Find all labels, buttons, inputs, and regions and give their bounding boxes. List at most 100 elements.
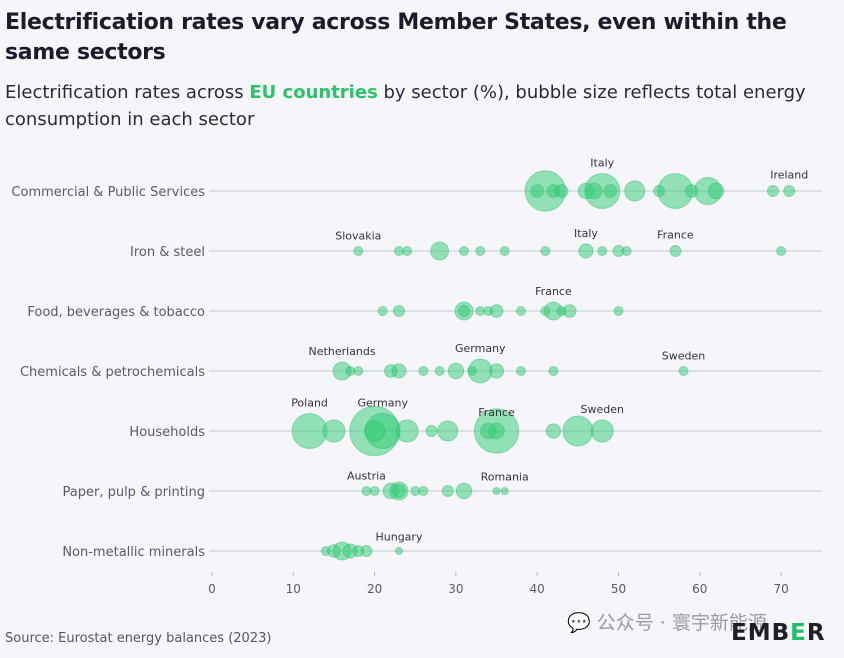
country-bubble	[467, 358, 493, 384]
sector-label: Food, beverages & tobacco	[27, 305, 205, 320]
country-bubble	[455, 482, 473, 500]
subtitle-highlight: EU countries	[249, 82, 378, 103]
bubble-chart: Commercial & Public Services Italy Ireland…	[11, 156, 822, 596]
country-bubble	[500, 487, 509, 495]
country-bubble	[369, 485, 380, 497]
country-bubble	[395, 419, 419, 443]
country-bubble	[613, 305, 624, 317]
logo-accent: E	[790, 620, 807, 646]
country-bubble	[418, 485, 429, 497]
country-bubble	[603, 184, 618, 198]
country-bubble	[402, 245, 413, 257]
country-bubble	[624, 180, 646, 202]
country-bubble	[707, 182, 725, 200]
sector-label: Paper, pulp & printing	[63, 485, 206, 500]
ember-logo: EMBER	[731, 620, 826, 646]
country-bubble	[353, 365, 364, 377]
country-bubble	[430, 241, 450, 261]
country-bubble	[391, 363, 407, 379]
country-bubble	[392, 304, 406, 318]
country-bubble	[425, 424, 438, 438]
country-label: France	[535, 285, 572, 298]
x-tick-label: 0	[208, 582, 216, 596]
country-bubble	[578, 243, 594, 259]
country-label: Slovakia	[335, 229, 381, 242]
x-tick-label: 50	[611, 582, 626, 596]
country-label: Germany	[357, 396, 408, 409]
country-bubble	[548, 365, 559, 377]
country-bubble	[776, 245, 787, 257]
country-label: Italy	[574, 227, 598, 240]
country-bubble	[377, 305, 388, 317]
country-label: France	[657, 228, 694, 241]
country-label: Germany	[455, 342, 506, 355]
sector-label: Iron & steel	[130, 245, 205, 260]
watermark-text: 公众号 · 寰宇新能源	[596, 612, 767, 634]
sector-label: Commercial & Public Services	[11, 185, 205, 200]
country-bubble	[360, 544, 373, 558]
country-label: France	[478, 406, 515, 419]
country-bubble	[434, 365, 445, 377]
country-bubble	[447, 362, 465, 380]
country-bubble	[418, 365, 429, 377]
logo-part: EMB	[731, 620, 791, 646]
country-bubble	[545, 423, 562, 439]
wechat-icon: 💬	[567, 612, 591, 634]
country-bubble	[783, 184, 796, 198]
country-bubble	[353, 245, 364, 257]
country-bubble	[678, 365, 689, 377]
country-bubble	[437, 420, 459, 442]
country-bubble	[441, 484, 454, 498]
country-label: Hungary	[375, 531, 422, 544]
watermark: 💬 公众号 · 寰宇新能源	[567, 608, 767, 635]
subtitle-prefix: Electrification rates across	[5, 82, 250, 103]
x-tick-label: 40	[530, 582, 545, 596]
country-label: Ireland	[770, 168, 808, 181]
country-bubble	[584, 172, 621, 210]
logo-part: R	[806, 620, 826, 646]
country-label: Poland	[291, 396, 328, 409]
country-bubble	[669, 244, 682, 258]
country-bubble	[515, 305, 526, 317]
country-bubble	[475, 245, 486, 257]
x-tick-label: 10	[286, 582, 301, 596]
sector-label: Non-metallic minerals	[62, 545, 205, 560]
x-tick-label: 60	[692, 582, 707, 596]
country-label: Austria	[347, 469, 386, 482]
country-label: Romania	[481, 471, 529, 484]
country-bubble	[489, 304, 504, 318]
chart-subtitle: Electrification rates across EU countrie…	[5, 79, 835, 133]
subtitle-suffix: by sector (%), bubble size reflects tota…	[5, 82, 806, 130]
country-label: Italy	[590, 156, 614, 169]
chart-title: Electrification rates vary across Member…	[5, 10, 787, 65]
country-bubble	[322, 419, 346, 443]
country-bubble	[492, 487, 501, 495]
x-tick-label: 20	[367, 582, 382, 596]
country-bubble	[562, 304, 577, 318]
sector-label: Chemicals & petrochemicals	[20, 365, 205, 380]
country-bubble	[392, 484, 406, 498]
country-bubble	[766, 184, 780, 198]
country-bubble	[621, 245, 632, 257]
country-bubble	[291, 412, 328, 450]
country-bubble	[473, 408, 520, 454]
country-bubble	[554, 184, 569, 198]
country-bubble	[488, 363, 505, 379]
country-bubble	[499, 245, 510, 257]
x-tick-label: 30	[448, 582, 463, 596]
country-label: Sweden	[662, 349, 705, 362]
country-bubble	[457, 304, 471, 318]
sector-label: Households	[129, 425, 205, 440]
country-bubble	[540, 245, 551, 257]
country-bubble	[562, 415, 594, 447]
country-bubble	[597, 245, 608, 257]
source-note: Source: Eurostat energy balances (2023)	[5, 631, 272, 646]
country-bubble	[459, 245, 470, 257]
country-bubble	[590, 419, 614, 443]
country-label: Sweden	[581, 403, 624, 416]
country-bubble	[363, 420, 386, 442]
x-tick-label: 70	[773, 582, 788, 596]
country-bubble	[394, 547, 403, 555]
country-label: Netherlands	[309, 345, 376, 358]
country-bubble	[515, 365, 526, 377]
